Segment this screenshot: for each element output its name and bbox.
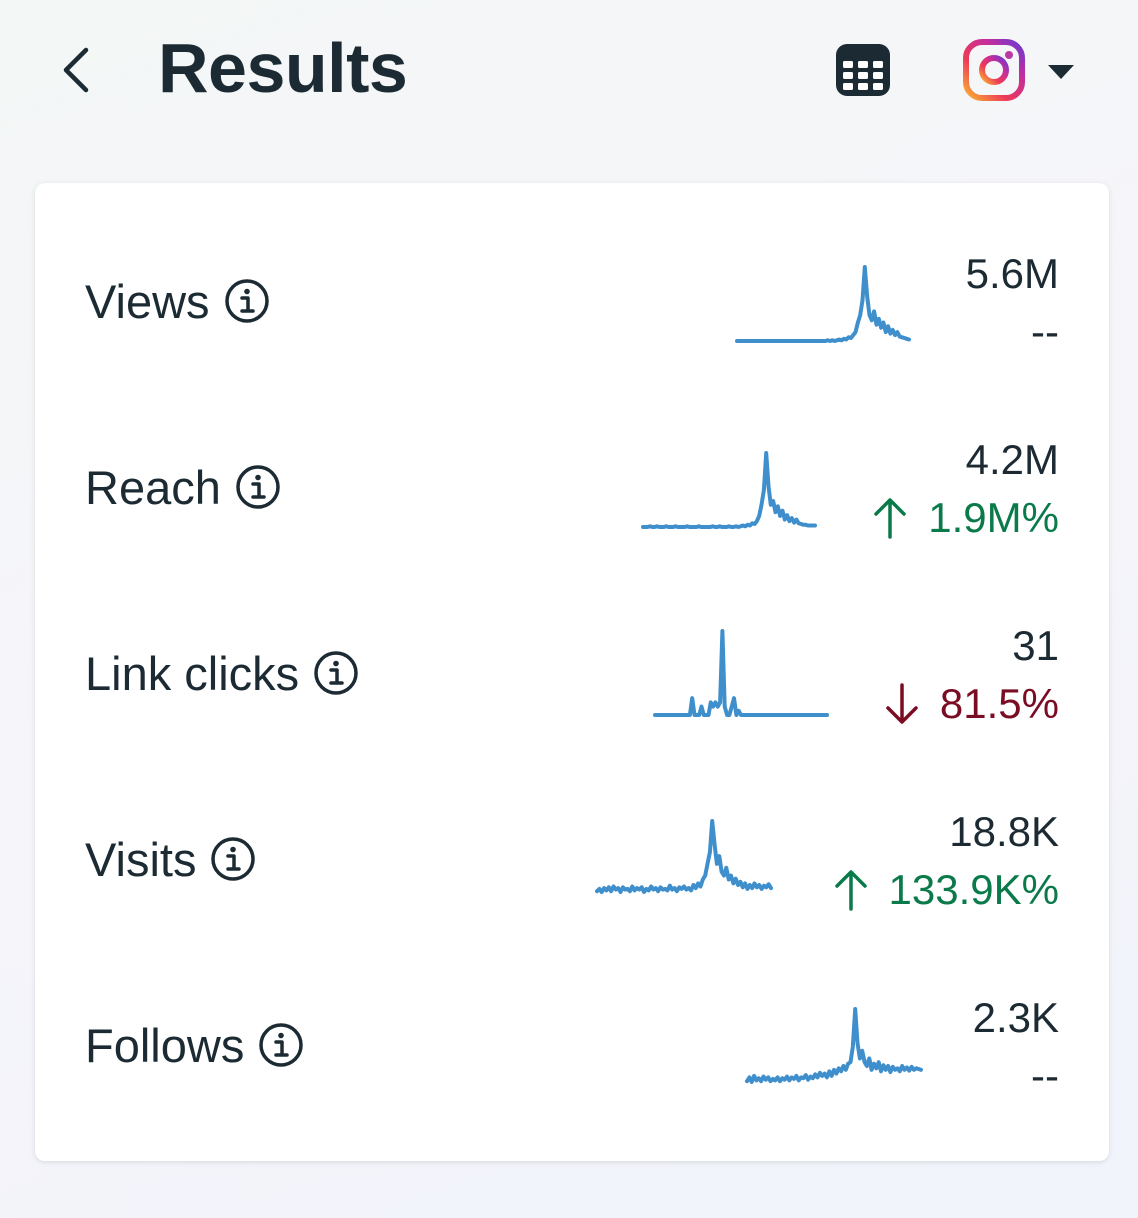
metric-label-text: Views [85, 274, 210, 328]
header: Results [0, 0, 1138, 140]
metric-label-text: Follows [85, 1018, 245, 1072]
info-icon[interactable] [210, 836, 256, 882]
info-icon[interactable] [258, 1022, 304, 1068]
metric-row-reach[interactable]: Reach 4.2M 1.9M% [35, 411, 1109, 597]
account-switcher[interactable] [960, 36, 1084, 104]
metric-change-text: -- [1031, 1052, 1059, 1099]
caret-down-icon [1048, 65, 1074, 79]
metric-label-views: Views [85, 271, 270, 331]
metric-label-text: Link clicks [85, 646, 300, 700]
info-icon[interactable] [313, 650, 359, 696]
link-clicks-trend-line [653, 629, 829, 717]
follows-trend-line [745, 1007, 923, 1084]
calendar-button[interactable] [832, 40, 894, 100]
metric-change-reach: 1.9M% [872, 493, 1059, 543]
metric-row-visits[interactable]: Visits 18.8K 133.9K% [35, 783, 1109, 969]
metric-value-follows: 2.3K [972, 994, 1059, 1041]
metric-label-reach: Reach [85, 457, 281, 517]
metric-change-views: -- [1031, 307, 1059, 357]
info-icon[interactable] [235, 464, 281, 510]
chevron-left-icon [63, 47, 89, 93]
arrow-up-icon [874, 498, 907, 539]
metric-value-views: 5.6M [965, 250, 1059, 297]
metric-row-link-clicks[interactable]: Link clicks 31 81.5% [35, 597, 1109, 783]
sparkline-link-clicks [653, 629, 829, 717]
metric-change-text: -- [1031, 308, 1059, 355]
page-title: Results [158, 29, 408, 107]
arrow-up-icon [834, 870, 867, 911]
metric-row-follows[interactable]: Follows 2.3K -- [35, 969, 1109, 1155]
sparkline-reach [641, 451, 817, 529]
metric-change-link-clicks: 81.5% [884, 679, 1059, 729]
sparkline-views [735, 265, 911, 343]
results-card: Views 5.6M -- Reach 4.2M [35, 183, 1109, 1161]
visits-trend-line [595, 819, 773, 894]
metric-change-visits: 133.9K% [833, 865, 1059, 915]
metric-label-visits: Visits [85, 829, 256, 889]
metric-change-follows: -- [1031, 1051, 1059, 1101]
reach-trend-line [641, 451, 817, 529]
metric-value-visits: 18.8K [949, 808, 1059, 855]
metric-value-reach: 4.2M [965, 436, 1059, 483]
back-button[interactable] [52, 40, 102, 100]
metric-label-follows: Follows [85, 1015, 304, 1075]
sparkline-visits [595, 819, 773, 894]
views-trend-line [735, 265, 911, 343]
metric-label-text: Reach [85, 460, 221, 514]
metric-change-text: 1.9M% [928, 494, 1059, 541]
metric-label-text: Visits [85, 832, 197, 886]
sparkline-follows [745, 1007, 923, 1084]
metric-value-link-clicks: 31 [1012, 622, 1059, 669]
info-icon[interactable] [224, 278, 270, 324]
calendar-icon [836, 44, 890, 96]
metric-change-text: 133.9K% [888, 866, 1059, 913]
metric-change-text: 81.5% [939, 680, 1059, 727]
metric-label-link-clicks: Link clicks [85, 643, 359, 703]
arrow-down-icon [886, 683, 918, 724]
instagram-icon [963, 39, 1025, 101]
metric-row-views[interactable]: Views 5.6M -- [35, 225, 1109, 411]
